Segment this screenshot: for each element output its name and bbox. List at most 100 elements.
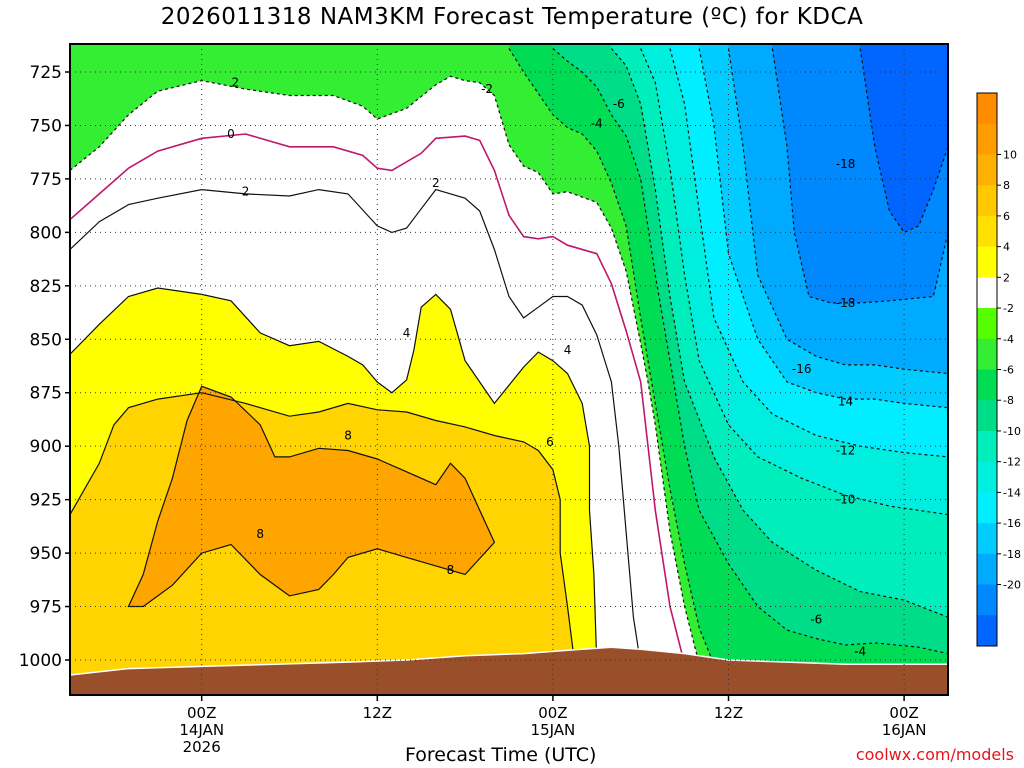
contour-label: -18 bbox=[836, 296, 856, 310]
contour-line bbox=[610, 48, 948, 618]
contour-label: 14 bbox=[838, 394, 853, 408]
contour-line bbox=[70, 287, 598, 665]
contour-label: -16 bbox=[792, 362, 812, 376]
contour-line-layer bbox=[70, 48, 948, 665]
contour-line bbox=[70, 188, 642, 665]
colorbar-swatch bbox=[977, 369, 997, 401]
contour-line bbox=[552, 48, 948, 655]
site-credit-link[interactable]: coolwx.com/models bbox=[855, 745, 1014, 764]
contour-label: 6 bbox=[546, 435, 554, 449]
grid-layer bbox=[70, 44, 948, 695]
contour-line bbox=[859, 48, 948, 234]
chart-title: 2026011318 NAM3KM Forecast Temperature (… bbox=[160, 4, 864, 30]
contour-label: -10 bbox=[836, 493, 856, 507]
colorbar-swatch bbox=[977, 123, 997, 155]
temperature-fill-layer bbox=[70, 44, 948, 695]
colorbar-label: -10 bbox=[1003, 425, 1021, 438]
colorbar-label: -6 bbox=[1003, 364, 1014, 377]
contour-line bbox=[70, 75, 700, 665]
contour-line bbox=[70, 133, 686, 665]
y-tick-label: 850 bbox=[30, 330, 62, 350]
y-tick-label: 775 bbox=[30, 170, 62, 190]
x-tick-label: 14JAN bbox=[179, 721, 224, 739]
contour-label: 2 bbox=[432, 176, 440, 190]
y-tick-label: 925 bbox=[30, 491, 62, 511]
y-tick-label: 875 bbox=[30, 384, 62, 404]
contour-label: 0 bbox=[227, 127, 235, 141]
colorbar-swatch bbox=[977, 246, 997, 278]
colorbar-swatch bbox=[977, 185, 997, 217]
contour-line bbox=[70, 392, 576, 665]
y-axis: 725 750 775 800 825 850 875 900 925 950 975 1000 bbox=[19, 63, 70, 671]
y-tick-label: 1000 bbox=[19, 651, 62, 671]
contour-label: -12 bbox=[836, 443, 856, 457]
x-tick-label: 12Z bbox=[714, 704, 743, 722]
colorbar-swatch bbox=[977, 430, 997, 463]
colorbar-label: -14 bbox=[1003, 486, 1021, 499]
x-axis-label: Forecast Time (UTC) bbox=[405, 744, 597, 766]
colorbar-swatch bbox=[977, 277, 997, 309]
colorbar-label: -20 bbox=[1003, 579, 1021, 592]
colorbar-label: -12 bbox=[1003, 456, 1021, 469]
contour-line bbox=[508, 48, 715, 665]
y-tick-label: 900 bbox=[30, 437, 62, 457]
x-tick-label: 00Z bbox=[538, 704, 567, 722]
colorbar-swatch bbox=[977, 461, 997, 493]
y-tick-label: 825 bbox=[30, 277, 62, 297]
y-tick-label: 725 bbox=[30, 63, 62, 83]
contour-label: -4 bbox=[854, 644, 866, 658]
colorbar-label: -8 bbox=[1003, 394, 1014, 407]
contour-line bbox=[727, 48, 948, 375]
contour-line bbox=[771, 48, 948, 304]
colorbar-swatch bbox=[977, 93, 997, 125]
contour-label: -2 bbox=[481, 82, 493, 96]
colorbar: 10 8 6 4 2 -2 -4 -6 -8 -10 -12 -14 -16 -18 -20 bbox=[976, 92, 1021, 647]
y-tick-label: 800 bbox=[30, 223, 62, 243]
colorbar-label: 4 bbox=[1003, 241, 1010, 254]
x-tick-label: 00Z bbox=[187, 704, 216, 722]
colorbar-swatch bbox=[977, 492, 997, 524]
contour-label: 4 bbox=[564, 343, 572, 357]
y-tick-label: 975 bbox=[30, 598, 62, 618]
colorbar-label: -4 bbox=[1003, 333, 1014, 346]
contour-label: 8 bbox=[256, 527, 264, 541]
fill-band bbox=[128, 386, 495, 607]
x-tick-label: 00Z bbox=[889, 704, 918, 722]
colorbar-swatch bbox=[977, 523, 997, 555]
colorbar-label: -16 bbox=[1003, 517, 1021, 530]
contour-label: 2 bbox=[242, 185, 250, 199]
colorbar-label: -2 bbox=[1003, 302, 1014, 315]
ground-terrain bbox=[70, 646, 948, 695]
contour-label: -4 bbox=[591, 116, 603, 130]
colorbar-swatch bbox=[977, 338, 997, 370]
contour-label: 4 bbox=[403, 326, 411, 340]
contour-label: 8 bbox=[344, 428, 352, 442]
colorbar-label: 8 bbox=[1003, 179, 1010, 192]
plot-frame bbox=[69, 43, 949, 696]
contour-line bbox=[127, 385, 496, 608]
colorbar-swatch bbox=[977, 615, 997, 647]
contour-label-layer: 2 -2 -6 -4 0 -18 2 2 -18 4 4 -16 14 8 6 -12 -10 8 8 -6 -4 bbox=[227, 76, 866, 659]
colorbar-label: 6 bbox=[1003, 210, 1010, 223]
x-tick-label: 12Z bbox=[363, 704, 392, 722]
colorbar-label: 2 bbox=[1003, 271, 1010, 284]
colorbar-swatch bbox=[977, 308, 997, 340]
x-tick-label: 16JAN bbox=[882, 721, 927, 739]
colorbar-swatch bbox=[977, 584, 997, 616]
y-tick-label: 950 bbox=[30, 544, 62, 564]
contour-label: 2 bbox=[232, 76, 240, 90]
x-tick-label: 2026 bbox=[183, 738, 221, 756]
colorbar-swatch bbox=[977, 154, 997, 186]
ground-layer bbox=[70, 646, 948, 695]
x-tick-label: 15JAN bbox=[531, 721, 576, 739]
colorbar-swatch bbox=[977, 400, 997, 432]
contour-label: -6 bbox=[810, 612, 822, 626]
colorbar-label: 10 bbox=[1003, 148, 1017, 161]
contour-label: 8 bbox=[447, 563, 455, 577]
colorbar-label: -18 bbox=[1003, 548, 1021, 561]
colorbar-swatch bbox=[977, 215, 997, 248]
contour-label: -18 bbox=[836, 157, 856, 171]
colorbar-swatch bbox=[977, 553, 997, 586]
